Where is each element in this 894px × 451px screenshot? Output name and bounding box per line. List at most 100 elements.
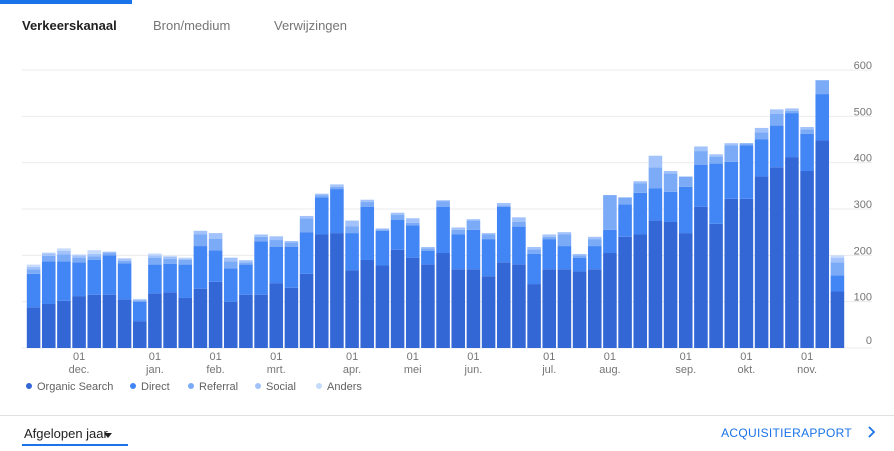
bar-stack[interactable]	[254, 234, 268, 348]
bar-segment-organic-search[interactable]	[375, 265, 390, 348]
bar-segment-organic-search[interactable]	[223, 301, 238, 348]
bar-stack[interactable]	[102, 251, 117, 348]
bar-stack[interactable]	[527, 246, 541, 348]
bar-stack[interactable]	[208, 233, 223, 348]
bar-segment-organic-search[interactable]	[360, 259, 375, 348]
bar-segment-organic-search[interactable]	[496, 262, 511, 348]
bar-segment-referral[interactable]	[678, 176, 693, 187]
bar-segment-social[interactable]	[269, 236, 284, 241]
bar-segment-direct[interactable]	[102, 255, 117, 295]
bar-segment-referral[interactable]	[709, 156, 723, 164]
bar-segment-social[interactable]	[633, 181, 648, 184]
bar-segment-social[interactable]	[587, 236, 602, 240]
bar-segment-referral[interactable]	[618, 197, 632, 205]
bar-segment-organic-search[interactable]	[87, 294, 102, 348]
bar-stack[interactable]	[132, 298, 147, 348]
bar-stack[interactable]	[57, 248, 71, 348]
bar-stack[interactable]	[390, 212, 405, 348]
bar-stack[interactable]	[87, 250, 102, 348]
bar-segment-direct[interactable]	[512, 226, 526, 265]
bar-segment-direct[interactable]	[72, 262, 86, 297]
bar-segment-social[interactable]	[436, 200, 450, 202]
bar-stack[interactable]	[26, 264, 41, 348]
bar-segment-referral[interactable]	[314, 195, 329, 198]
bar-segment-social[interactable]	[648, 155, 663, 168]
bar-segment-direct[interactable]	[709, 163, 723, 224]
bar-stack[interactable]	[163, 255, 177, 348]
bar-stack[interactable]	[193, 230, 208, 348]
bar-segment-direct[interactable]	[496, 206, 511, 263]
bar-stack[interactable]	[815, 80, 830, 348]
bar-segment-direct[interactable]	[678, 186, 693, 234]
bar-segment-direct[interactable]	[451, 234, 466, 270]
bar-segment-referral[interactable]	[193, 234, 208, 247]
bar-stack[interactable]	[481, 233, 496, 348]
bar-segment-anders[interactable]	[41, 252, 56, 254]
bar-segment-direct[interactable]	[618, 204, 632, 237]
bar-segment-organic-search[interactable]	[405, 257, 420, 348]
bar-segment-direct[interactable]	[785, 113, 799, 158]
bar-stack[interactable]	[375, 228, 390, 348]
bar-segment-organic-search[interactable]	[785, 157, 799, 348]
bar-segment-organic-search[interactable]	[572, 271, 587, 348]
bar-segment-organic-search[interactable]	[299, 273, 314, 348]
bar-segment-organic-search[interactable]	[330, 233, 344, 348]
bar-segment-anders[interactable]	[72, 254, 86, 256]
bar-segment-organic-search[interactable]	[41, 303, 56, 348]
bar-segment-direct[interactable]	[299, 232, 314, 274]
bar-segment-organic-search[interactable]	[239, 294, 253, 348]
bar-segment-social[interactable]	[360, 199, 375, 203]
bar-segment-organic-search[interactable]	[769, 167, 784, 348]
bar-segment-organic-search[interactable]	[739, 198, 754, 348]
bar-segment-social[interactable]	[57, 250, 71, 255]
bar-segment-referral[interactable]	[41, 255, 56, 262]
bar-segment-referral[interactable]	[785, 110, 799, 114]
bar-segment-referral[interactable]	[132, 300, 147, 302]
bar-stack[interactable]	[466, 219, 481, 348]
bar-segment-social[interactable]	[208, 233, 223, 239]
bar-segment-anders[interactable]	[117, 258, 132, 260]
bar-stack[interactable]	[724, 143, 739, 348]
bar-segment-social[interactable]	[421, 246, 435, 249]
bar-segment-referral[interactable]	[512, 221, 526, 227]
bar-stack[interactable]	[678, 176, 693, 348]
bar-segment-referral[interactable]	[830, 262, 845, 276]
bar-segment-referral[interactable]	[284, 242, 299, 247]
bar-segment-organic-search[interactable]	[633, 234, 648, 348]
bar-segment-direct[interactable]	[330, 189, 344, 234]
bar-segment-social[interactable]	[102, 251, 117, 254]
bar-segment-social[interactable]	[830, 257, 845, 263]
bar-segment-organic-search[interactable]	[284, 287, 299, 348]
bar-segment-direct[interactable]	[269, 246, 284, 284]
bar-segment-referral[interactable]	[815, 80, 830, 95]
bar-segment-organic-search[interactable]	[421, 264, 435, 348]
bar-segment-referral[interactable]	[163, 259, 177, 264]
bar-stack[interactable]	[663, 171, 678, 348]
bar-segment-organic-search[interactable]	[390, 249, 405, 348]
bar-segment-social[interactable]	[557, 232, 572, 235]
bar-segment-direct[interactable]	[148, 264, 162, 294]
bar-segment-direct[interactable]	[390, 219, 405, 250]
bar-stack[interactable]	[148, 253, 162, 348]
legend-item-direct[interactable]: Direct	[130, 381, 170, 393]
bar-segment-social[interactable]	[375, 228, 390, 230]
bar-segment-social[interactable]	[466, 219, 481, 221]
bar-segment-social[interactable]	[694, 146, 708, 152]
bar-segment-social[interactable]	[148, 255, 162, 258]
bar-stack[interactable]	[633, 181, 648, 348]
bar-segment-organic-search[interactable]	[436, 253, 450, 348]
bar-segment-referral[interactable]	[421, 248, 435, 251]
bar-segment-anders[interactable]	[830, 255, 845, 258]
bar-segment-direct[interactable]	[739, 145, 754, 199]
bar-segment-direct[interactable]	[345, 233, 359, 271]
bar-segment-organic-search[interactable]	[557, 269, 572, 348]
bar-segment-anders[interactable]	[87, 250, 102, 254]
bar-stack[interactable]	[572, 253, 587, 348]
bar-segment-referral[interactable]	[633, 183, 648, 193]
bar-segment-direct[interactable]	[360, 206, 375, 260]
bar-segment-anders[interactable]	[26, 264, 41, 267]
bar-segment-anders[interactable]	[163, 255, 177, 257]
bar-segment-referral[interactable]	[587, 239, 602, 247]
bar-stack[interactable]	[694, 146, 708, 348]
bar-segment-social[interactable]	[284, 240, 299, 243]
